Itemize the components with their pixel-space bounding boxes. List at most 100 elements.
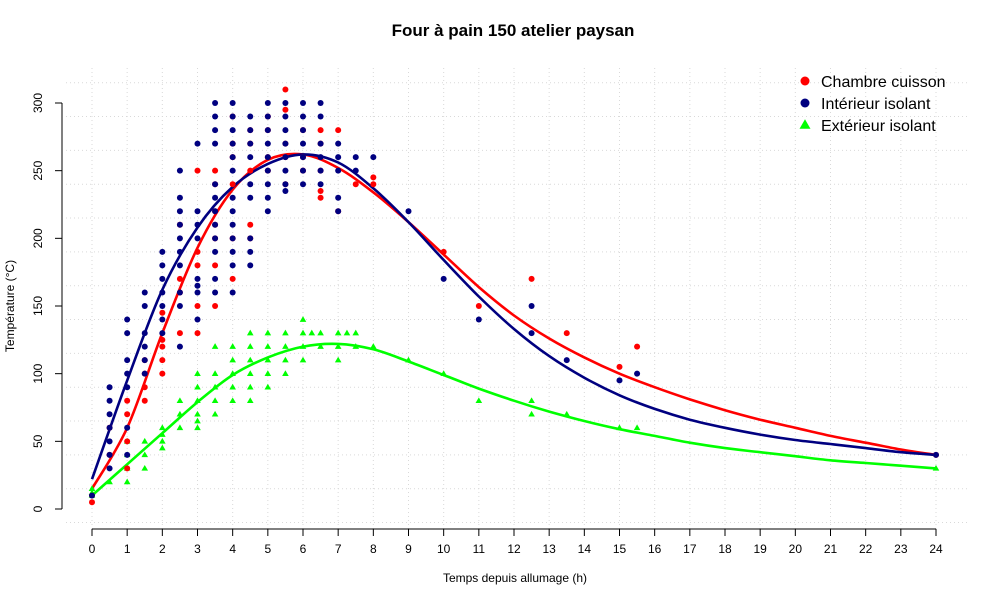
point-interieur-isolant	[159, 316, 166, 323]
point-exterieur-isolant	[211, 397, 219, 404]
x-tick-label: 22	[859, 542, 873, 556]
point-interieur-isolant	[212, 140, 219, 147]
point-interieur-isolant	[159, 289, 166, 296]
point-interieur-isolant	[300, 167, 306, 174]
point-exterieur-isolant	[264, 343, 272, 349]
point-interieur-isolant	[264, 113, 271, 120]
point-interieur-isolant	[352, 154, 359, 161]
point-chambre-cuisson	[124, 411, 131, 418]
point-exterieur-isolant	[141, 451, 149, 458]
x-tick-label: 16	[648, 542, 662, 556]
point-exterieur-isolant	[246, 343, 254, 349]
point-interieur-isolant	[212, 275, 219, 282]
point-exterieur-isolant	[229, 383, 236, 390]
point-exterieur-isolant	[141, 464, 149, 471]
point-interieur-isolant	[264, 100, 271, 106]
y-tick-label: 100	[31, 363, 45, 383]
point-interieur-isolant	[194, 275, 201, 282]
point-exterieur-isolant	[343, 329, 351, 336]
x-axis-label: Temps depuis allumage (h)	[443, 571, 587, 585]
point-interieur-isolant	[89, 492, 95, 499]
chart-title: Four à pain 150 atelier paysan	[392, 21, 635, 40]
data-points	[88, 86, 940, 506]
point-interieur-isolant	[194, 208, 201, 215]
point-interieur-isolant	[124, 357, 131, 364]
point-interieur-isolant	[141, 370, 148, 377]
point-interieur-isolant	[405, 208, 412, 215]
point-interieur-isolant	[282, 154, 289, 161]
point-chambre-cuisson	[634, 343, 641, 350]
point-exterieur-isolant	[528, 397, 535, 404]
point-chambre-cuisson	[335, 127, 342, 134]
point-chambre-cuisson	[475, 303, 482, 309]
point-exterieur-isolant	[176, 410, 184, 417]
point-exterieur-isolant	[282, 329, 289, 336]
point-interieur-isolant	[212, 113, 219, 120]
point-exterieur-isolant	[246, 356, 254, 363]
point-interieur-isolant	[194, 235, 201, 242]
point-exterieur-isolant	[194, 370, 201, 376]
point-chambre-cuisson	[124, 397, 131, 404]
point-exterieur-isolant	[211, 343, 219, 349]
point-chambre-cuisson	[194, 167, 201, 174]
point-exterieur-isolant	[123, 478, 131, 485]
x-tick-label: 1	[124, 542, 131, 556]
legend-marker-interieur-isolant	[800, 98, 810, 108]
point-interieur-isolant	[176, 194, 183, 201]
x-tick-label: 7	[335, 542, 342, 556]
point-exterieur-isolant	[282, 370, 289, 376]
point-interieur-isolant	[106, 424, 113, 431]
point-chambre-cuisson	[176, 275, 183, 282]
point-chambre-cuisson	[352, 181, 359, 188]
point-interieur-isolant	[282, 100, 289, 106]
point-chambre-cuisson	[176, 330, 183, 337]
point-interieur-isolant	[300, 154, 306, 161]
x-tick-label: 19	[753, 542, 767, 556]
x-tick-label: 5	[264, 542, 271, 556]
point-interieur-isolant	[194, 221, 201, 228]
point-interieur-isolant	[124, 370, 131, 377]
point-chambre-cuisson	[317, 187, 324, 194]
point-interieur-isolant	[247, 194, 254, 201]
point-interieur-isolant	[300, 127, 306, 134]
point-exterieur-isolant	[141, 437, 149, 444]
point-chambre-cuisson	[159, 336, 166, 343]
point-chambre-cuisson	[159, 309, 166, 316]
point-interieur-isolant	[282, 181, 289, 188]
y-tick-label: 50	[31, 434, 45, 448]
point-exterieur-isolant	[211, 370, 219, 376]
point-interieur-isolant	[159, 330, 166, 337]
x-tick-label: 15	[613, 542, 627, 556]
point-interieur-isolant	[335, 208, 342, 215]
point-interieur-isolant	[247, 140, 254, 147]
point-interieur-isolant	[317, 113, 324, 120]
point-interieur-isolant	[264, 181, 271, 188]
point-exterieur-isolant	[282, 356, 289, 363]
point-interieur-isolant	[282, 167, 289, 174]
point-exterieur-isolant	[264, 383, 272, 390]
legend-label-exterieur-isolant: Extérieur isolant	[821, 118, 936, 135]
x-tick-label: 23	[894, 542, 908, 556]
point-exterieur-isolant	[194, 417, 201, 424]
point-interieur-isolant	[124, 451, 131, 458]
legend-marker-exterieur-isolant	[799, 119, 811, 129]
point-interieur-isolant	[229, 167, 236, 174]
point-exterieur-isolant	[317, 343, 324, 349]
x-tick-label: 0	[89, 542, 96, 556]
point-interieur-isolant	[176, 303, 183, 309]
point-exterieur-isolant	[246, 370, 254, 376]
x-tick-label: 8	[370, 542, 377, 556]
x-tick-label: 12	[507, 542, 521, 556]
point-interieur-isolant	[229, 100, 236, 106]
point-exterieur-isolant	[246, 383, 254, 390]
point-interieur-isolant	[317, 181, 324, 188]
point-interieur-isolant	[352, 167, 359, 174]
point-interieur-isolant	[282, 140, 289, 147]
point-exterieur-isolant	[299, 316, 307, 322]
point-exterieur-isolant	[211, 383, 219, 390]
point-exterieur-isolant	[159, 431, 166, 437]
point-interieur-isolant	[212, 248, 219, 255]
point-interieur-isolant	[106, 438, 113, 445]
point-interieur-isolant	[335, 154, 342, 161]
point-chambre-cuisson	[141, 397, 148, 404]
